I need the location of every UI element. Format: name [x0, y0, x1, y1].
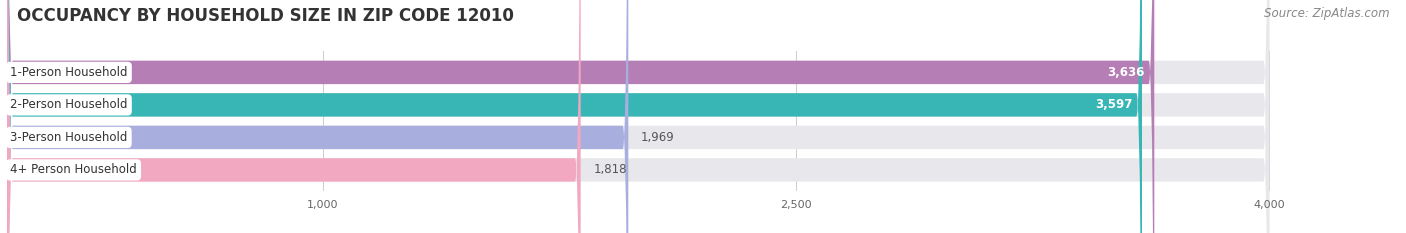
- Text: 3,636: 3,636: [1108, 66, 1144, 79]
- Text: 1,969: 1,969: [641, 131, 675, 144]
- FancyBboxPatch shape: [7, 0, 1270, 233]
- Text: 4+ Person Household: 4+ Person Household: [10, 163, 136, 176]
- Text: 2-Person Household: 2-Person Household: [10, 98, 128, 111]
- Text: 3,597: 3,597: [1095, 98, 1133, 111]
- Text: 3-Person Household: 3-Person Household: [10, 131, 128, 144]
- FancyBboxPatch shape: [7, 0, 1270, 233]
- Text: Source: ZipAtlas.com: Source: ZipAtlas.com: [1264, 7, 1389, 20]
- Text: 1,818: 1,818: [593, 163, 627, 176]
- FancyBboxPatch shape: [7, 0, 1154, 233]
- FancyBboxPatch shape: [7, 0, 1142, 233]
- FancyBboxPatch shape: [7, 0, 1270, 233]
- FancyBboxPatch shape: [7, 0, 1270, 233]
- Text: OCCUPANCY BY HOUSEHOLD SIZE IN ZIP CODE 12010: OCCUPANCY BY HOUSEHOLD SIZE IN ZIP CODE …: [17, 7, 513, 25]
- Text: 1-Person Household: 1-Person Household: [10, 66, 128, 79]
- FancyBboxPatch shape: [7, 0, 581, 233]
- FancyBboxPatch shape: [7, 0, 628, 233]
